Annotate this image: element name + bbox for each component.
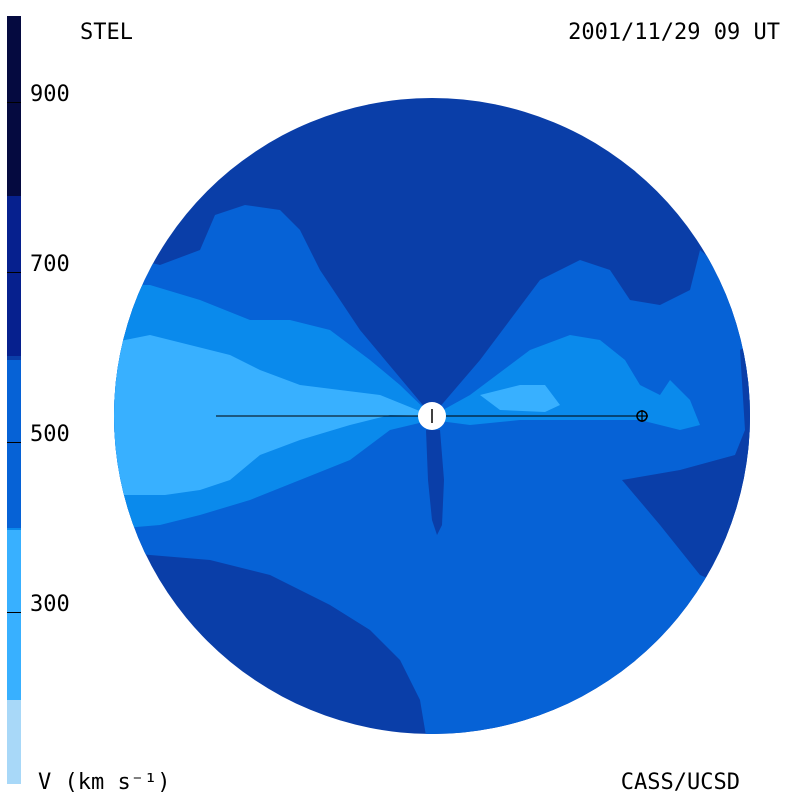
colorbar-tick [7,102,21,103]
sun-icon [418,402,446,430]
observatory-label: STEL [80,20,133,45]
colorbar-segment [7,356,21,360]
colorbar-tick-label: 900 [30,82,70,107]
fast-wind-region [622,340,750,600]
colorbar-segment [7,700,21,784]
colorbar-segment [7,528,21,530]
very-slow-wind-region [480,385,560,412]
very-slow-wind-region [114,335,432,495]
colorbar-segment [7,196,21,356]
credit-label: CASS/UCSD [620,770,740,795]
colorbar-segment [7,16,21,196]
colorbar-tick-label: 500 [30,422,70,447]
colorbar-tick-label: 700 [30,252,70,277]
earth-icon [636,410,648,422]
colorbar-tick-label: 300 [30,592,70,617]
colorbar-segment [7,360,21,528]
colorbar-tick [7,612,21,613]
fast-wind-tongue [426,430,444,535]
velocity-colorbar [7,16,21,784]
colorbar-tick [7,272,21,273]
timestamp-label: 2001/11/29 09 UT [568,20,780,45]
velocity-unit-label: V (km s⁻¹) [38,770,171,795]
colorbar-segment [7,530,21,700]
colorbar-tick [7,442,21,443]
